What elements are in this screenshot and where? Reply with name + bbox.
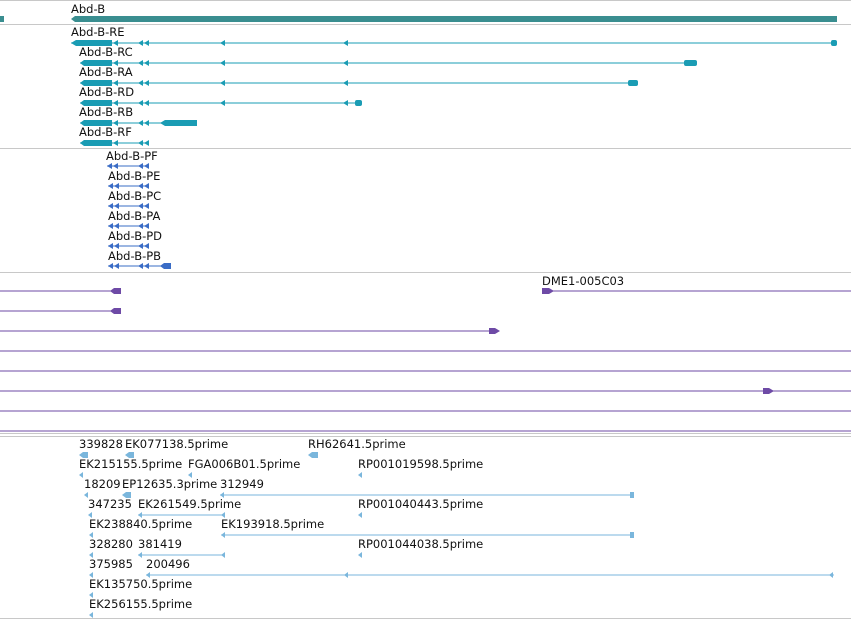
transcript-track: Abd-B-RE Abd-B-RC Abd-B-RA xyxy=(71,25,837,146)
est-label: 381419 xyxy=(138,537,182,551)
est-328280[interactable]: 328280 xyxy=(89,537,133,558)
est-18209[interactable]: 18209 xyxy=(84,477,121,498)
transcript-label: Abd-B-RF xyxy=(79,125,132,139)
est-fga006b01[interactable]: FGA006B01.5prime xyxy=(188,457,300,478)
est-label: EK215155.5prime xyxy=(79,457,182,471)
est-ek256155[interactable]: EK256155.5prime xyxy=(89,597,192,618)
est-label: FGA006B01.5prime xyxy=(188,457,300,471)
est-label: EK261549.5prime xyxy=(138,497,241,511)
protein-pd[interactable]: Abd-B-PD xyxy=(108,229,162,249)
transcript-rf[interactable]: Abd-B-RF xyxy=(79,125,149,146)
est-label: 339828 xyxy=(79,437,123,451)
clone-label: DME1-005C03 xyxy=(542,274,624,288)
transcript-re[interactable]: Abd-B-RE xyxy=(71,25,837,46)
est-rp001019598[interactable]: RP001019598.5prime xyxy=(358,457,483,478)
protein-label: Abd-B-PF xyxy=(106,149,158,163)
transcript-label: Abd-B-RB xyxy=(79,105,133,119)
gene-bar[interactable] xyxy=(71,16,837,22)
clone-row[interactable] xyxy=(0,388,851,394)
est-label: EK193918.5prime xyxy=(221,517,324,531)
transcript-label: Abd-B-RC xyxy=(79,45,133,59)
est-label: 200496 xyxy=(146,557,190,571)
est-347235[interactable]: 347235 xyxy=(88,497,132,518)
est-label: RP001044038.5prime xyxy=(358,537,483,551)
gene-offscreen-fragment xyxy=(0,16,4,22)
transcript-ra[interactable]: Abd-B-RA xyxy=(79,65,638,86)
est-label: 375985 xyxy=(89,557,133,571)
est-ek077138[interactable]: EK077138.5prime xyxy=(125,437,228,458)
est-ek135750[interactable]: EK135750.5prime xyxy=(89,577,192,598)
est-label: EK077138.5prime xyxy=(125,437,228,451)
est-rh62641[interactable]: RH62641.5prime xyxy=(308,437,406,458)
est-ep12635[interactable]: EP12635.3prime xyxy=(122,477,217,498)
protein-label: Abd-B-PA xyxy=(108,209,160,223)
transcript-rb[interactable]: Abd-B-RB xyxy=(79,105,197,126)
est-375985[interactable]: 375985 xyxy=(89,557,133,578)
protein-pa[interactable]: Abd-B-PA xyxy=(108,209,160,229)
est-label: 328280 xyxy=(89,537,133,551)
est-rp001044038[interactable]: RP001044038.5prime xyxy=(358,537,483,558)
protein-pe[interactable]: Abd-B-PE xyxy=(108,169,160,189)
est-ek261549[interactable]: EK261549.5prime xyxy=(138,497,241,518)
clone-row[interactable] xyxy=(0,308,121,314)
clone-row[interactable] xyxy=(0,288,121,294)
est-label: 312949 xyxy=(220,477,264,491)
gene-track[interactable]: Abd-B xyxy=(0,2,837,22)
est-label: RP001019598.5prime xyxy=(358,457,483,471)
protein-label: Abd-B-PE xyxy=(108,169,160,183)
transcript-rc[interactable]: Abd-B-RC xyxy=(79,45,697,66)
protein-label: Abd-B-PB xyxy=(108,249,161,263)
est-rp001040443[interactable]: RP001040443.5prime xyxy=(358,497,483,518)
protein-label: Abd-B-PC xyxy=(108,189,161,203)
est-381419[interactable]: 381419 xyxy=(138,537,225,558)
protein-track: Abd-B-PF Abd-B-PE Abd-B-PC Abd-B-PA Abd-… xyxy=(106,149,171,269)
est-label: 347235 xyxy=(88,497,132,511)
est-312949[interactable]: 312949 xyxy=(220,477,634,498)
est-label: EK238840.5prime xyxy=(89,517,192,531)
protein-label: Abd-B-PD xyxy=(108,229,162,243)
est-label: RH62641.5prime xyxy=(308,437,406,451)
est-339828[interactable]: 339828 xyxy=(79,437,123,458)
est-label: 18209 xyxy=(84,477,121,491)
est-ek238840[interactable]: EK238840.5prime xyxy=(89,517,192,538)
est-label: RP001040443.5prime xyxy=(358,497,483,511)
est-track: 339828 EK077138.5prime RH62641.5prime EK… xyxy=(79,437,834,618)
est-ek215155[interactable]: EK215155.5prime xyxy=(79,457,182,478)
est-label: EP12635.3prime xyxy=(122,477,217,491)
clone-row[interactable] xyxy=(0,328,500,334)
est-ek193918[interactable]: EK193918.5prime xyxy=(221,517,634,538)
protein-pc[interactable]: Abd-B-PC xyxy=(108,189,161,209)
transcript-label: Abd-B-RE xyxy=(71,25,125,39)
est-200496[interactable]: 200496 xyxy=(146,557,834,578)
protein-pb[interactable]: Abd-B-PB xyxy=(108,249,171,269)
transcript-label: Abd-B-RA xyxy=(79,65,133,79)
gene-label: Abd-B xyxy=(71,2,105,16)
est-label: EK135750.5prime xyxy=(89,577,192,591)
transcript-label: Abd-B-RD xyxy=(79,85,134,99)
est-label: EK256155.5prime xyxy=(89,597,192,611)
clone-dme1-005c03[interactable]: DME1-005C03 xyxy=(542,274,851,294)
protein-pf[interactable]: Abd-B-PF xyxy=(106,149,158,169)
clone-track: DME1-005C03 xyxy=(0,274,851,432)
transcript-rd[interactable]: Abd-B-RD xyxy=(79,85,362,106)
